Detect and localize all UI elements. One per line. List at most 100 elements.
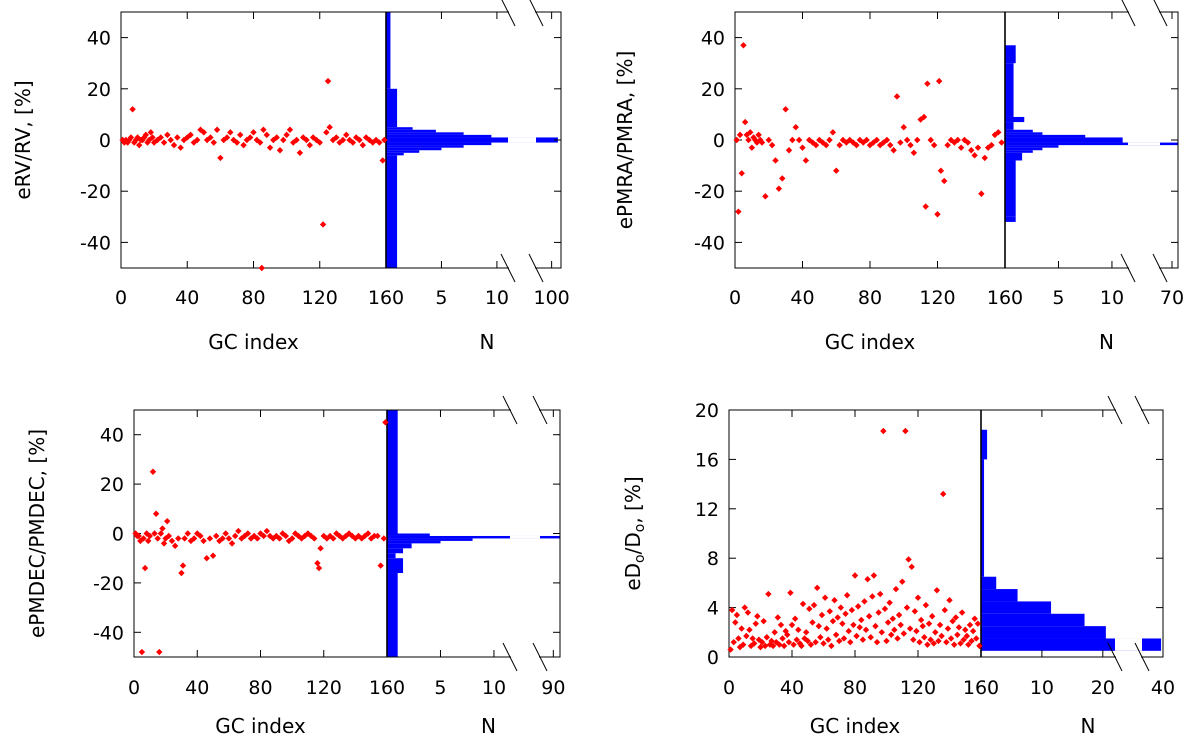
scatter-point bbox=[139, 136, 146, 144]
scatter-point bbox=[134, 134, 141, 141]
y-tick-label: 40 bbox=[87, 28, 111, 50]
y-tick-label: 8 bbox=[707, 548, 719, 570]
scatter-point bbox=[889, 615, 896, 622]
y-tick-label: 0 bbox=[713, 130, 725, 152]
scatter-point bbox=[145, 136, 153, 144]
hist-bar-break-gap bbox=[508, 140, 536, 143]
scatter-point bbox=[928, 613, 936, 620]
scatter-point bbox=[902, 427, 909, 435]
scatter-point bbox=[727, 646, 734, 653]
scatter-point bbox=[968, 147, 975, 154]
axis-break-mark bbox=[1107, 642, 1123, 672]
scatter-point bbox=[930, 141, 938, 149]
hist-bar bbox=[1005, 145, 1059, 148]
scatter-point bbox=[969, 627, 977, 635]
scatter-point bbox=[232, 532, 239, 540]
scatter-point bbox=[974, 620, 982, 627]
scatter-point bbox=[946, 596, 953, 604]
scatter-point bbox=[850, 621, 857, 629]
hist-bar bbox=[387, 543, 412, 549]
scatter-point bbox=[141, 564, 149, 572]
scatter-point bbox=[806, 605, 813, 613]
hist-bar bbox=[1005, 142, 1178, 146]
hist-bar-break-gap bbox=[1128, 142, 1160, 146]
x-tick-label: 0 bbox=[729, 287, 741, 309]
scatter-point bbox=[789, 136, 796, 144]
scatter-point bbox=[944, 625, 952, 632]
hist-bar bbox=[981, 576, 997, 590]
scatter-point bbox=[164, 517, 171, 525]
scatter-point bbox=[962, 626, 969, 634]
hist-bar bbox=[386, 155, 398, 268]
scatter-point bbox=[920, 113, 928, 121]
scatter-point bbox=[845, 627, 852, 635]
x-tick-label: 120 bbox=[302, 287, 338, 309]
y-axis-title-subscript: o bbox=[632, 524, 648, 533]
scatter-point bbox=[938, 632, 945, 640]
scatter-point bbox=[243, 136, 251, 144]
scatter-point bbox=[295, 532, 302, 540]
scatter-point bbox=[754, 613, 761, 620]
scatter-point bbox=[381, 136, 388, 144]
scatter-point bbox=[207, 134, 214, 141]
scatter-point bbox=[323, 129, 330, 136]
scatter-point bbox=[973, 635, 980, 642]
hist-bar bbox=[387, 535, 560, 539]
scatter-point bbox=[178, 569, 185, 577]
scatter-point bbox=[209, 552, 217, 559]
scatter-point bbox=[369, 139, 376, 146]
y-axis-title: eDo/Do, [%] bbox=[621, 476, 648, 590]
scatter-point bbox=[971, 152, 978, 159]
scatter-point bbox=[364, 530, 372, 537]
scatter-point bbox=[862, 626, 870, 634]
scatter-point bbox=[213, 126, 221, 133]
scatter-point bbox=[736, 131, 744, 139]
scatter-point bbox=[349, 139, 357, 146]
scatter-point bbox=[175, 535, 182, 542]
scatter-point bbox=[799, 144, 806, 151]
scatter-point bbox=[941, 606, 948, 614]
scatter-point bbox=[374, 532, 381, 540]
scatter-point bbox=[919, 622, 926, 630]
scatter-point bbox=[916, 638, 923, 646]
scatter-point bbox=[903, 604, 911, 611]
scatter-point bbox=[875, 609, 882, 616]
scatter-point bbox=[907, 141, 914, 149]
scatter-point bbox=[225, 535, 233, 542]
scatter-point bbox=[964, 139, 972, 146]
hist-bar bbox=[1005, 132, 1043, 135]
scatter-series bbox=[132, 419, 389, 656]
scatter-point bbox=[741, 604, 748, 611]
axis-break-gap bbox=[509, 267, 535, 269]
scatter-point bbox=[127, 134, 135, 141]
hist-bar bbox=[387, 558, 404, 574]
scatter-point bbox=[952, 614, 959, 621]
scatter-point bbox=[149, 468, 157, 475]
scatter-point bbox=[869, 593, 876, 600]
hist-bar-break-gap bbox=[508, 137, 536, 140]
scatter-point bbox=[951, 641, 958, 648]
scatter-point bbox=[780, 642, 788, 650]
scatter-point bbox=[144, 139, 151, 146]
scatter-point bbox=[782, 627, 789, 635]
hist-bar bbox=[386, 134, 492, 138]
hist-bar bbox=[386, 137, 558, 140]
hist-bar bbox=[1005, 129, 1033, 133]
hist-tick-label: 5 bbox=[435, 287, 447, 309]
scatter-point bbox=[758, 139, 766, 146]
x-tick-label: 40 bbox=[790, 287, 814, 309]
scatter-point bbox=[924, 641, 931, 648]
hist-tick-label: 70 bbox=[1160, 287, 1184, 309]
hist-bar bbox=[386, 142, 492, 146]
hist-bar bbox=[387, 573, 398, 657]
hist-bar bbox=[1005, 216, 1016, 222]
scatter-point bbox=[728, 606, 736, 614]
scatter-point bbox=[864, 575, 871, 583]
scatter-point bbox=[197, 126, 204, 133]
scatter-point bbox=[157, 134, 164, 141]
scatter-point bbox=[260, 532, 267, 540]
scatter-point bbox=[740, 42, 747, 49]
y-tick-label: 0 bbox=[112, 524, 124, 546]
scatter-point bbox=[757, 643, 764, 651]
